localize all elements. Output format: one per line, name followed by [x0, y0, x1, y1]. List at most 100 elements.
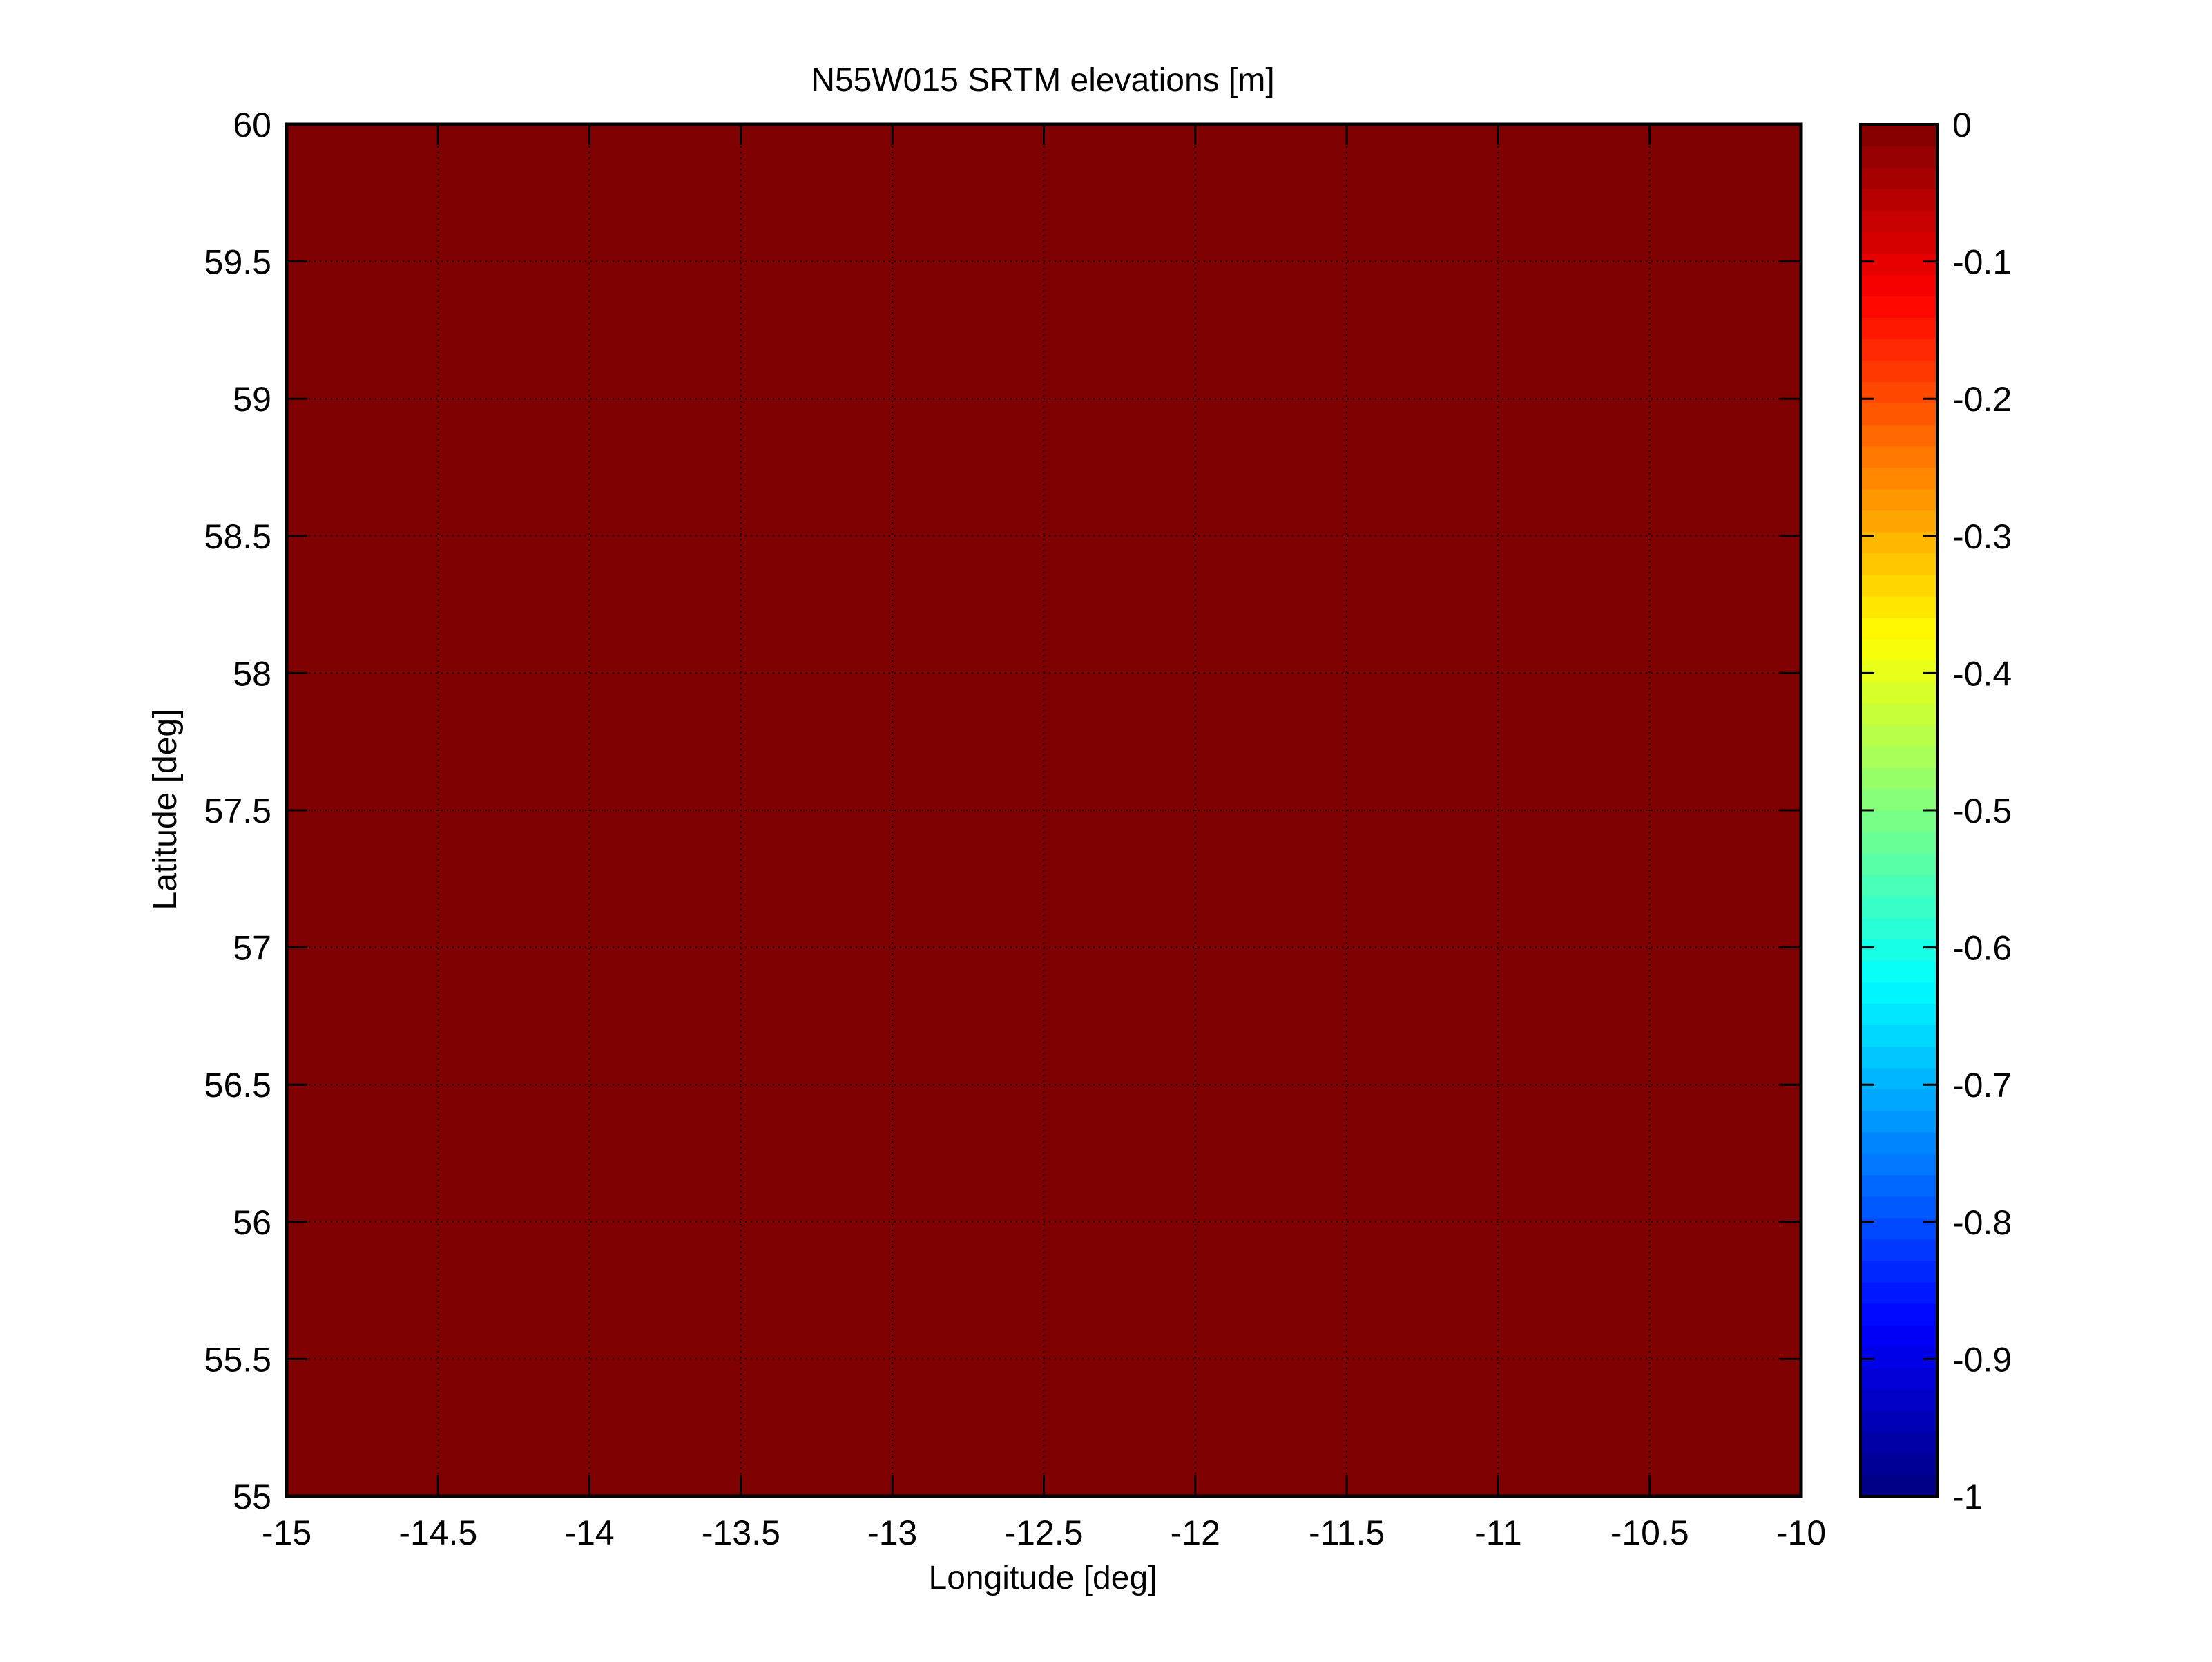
colorbar-level — [1860, 767, 1937, 790]
colorbar-level — [1860, 724, 1937, 747]
colorbar-tick-label: -1 — [1952, 1478, 1983, 1516]
colorbar-tick-label: -0.8 — [1952, 1203, 2012, 1242]
colorbar-frame — [1859, 123, 1939, 1498]
x-tick-label: -11 — [1474, 1513, 1522, 1552]
y-tick-label: 59.5 — [204, 243, 271, 282]
y-tick-label: 56.5 — [204, 1066, 271, 1105]
colorbar-level — [1860, 231, 1937, 254]
colorbar-level — [1860, 360, 1937, 383]
colorbar-level — [1860, 274, 1937, 297]
colorbar-level — [1860, 832, 1937, 854]
colorbar-level — [1860, 1324, 1937, 1347]
colorbar-level — [1860, 1303, 1937, 1326]
colorbar-level — [1860, 189, 1937, 211]
colorbar-tick-label: -0.3 — [1952, 517, 2012, 556]
colorbar-level — [1860, 1281, 1937, 1304]
x-tick-label: -12.5 — [1005, 1513, 1084, 1552]
colorbar-level — [1860, 1388, 1937, 1411]
x-tick-label: -10 — [1776, 1513, 1826, 1552]
colorbar-level — [1860, 424, 1937, 447]
colorbar-level — [1860, 1410, 1937, 1433]
colorbar-level — [1860, 982, 1937, 1004]
y-tick-label: 57.5 — [204, 792, 271, 830]
x-tick-label: -11.5 — [1309, 1513, 1385, 1552]
y-tick-label: 57 — [233, 929, 271, 968]
colorbar-level — [1860, 1260, 1937, 1283]
colorbar-level — [1860, 124, 1937, 146]
colorbar-level — [1860, 810, 1937, 832]
plot-area: -15 -14.5 -14 -13.5 -13 -12.5 -12 -11.5 -11 -10.5… — [204, 106, 1826, 1552]
colorbar-level — [1860, 1110, 1937, 1133]
colorbar-level — [1860, 595, 1937, 618]
colorbar-level — [1860, 338, 1937, 361]
colorbar-level — [1860, 510, 1937, 533]
colorbar-level — [1860, 1431, 1937, 1454]
colorbar-level — [1860, 1067, 1937, 1090]
colorbar-level — [1860, 960, 1937, 983]
colorbar-level — [1860, 403, 1937, 426]
colorbar-level — [1860, 467, 1937, 490]
colorbar-level — [1860, 210, 1937, 232]
colorbar-level — [1860, 167, 1937, 189]
colorbar-level — [1860, 939, 1937, 962]
y-tick-label: 55 — [233, 1478, 271, 1516]
colorbar: 0 -0.1 -0.2 -0.3 -0.4 -0.5 -0.6 -0.7 -0.8 -0.9 -1 — [1859, 106, 2012, 1516]
colorbar-tick-label: -0.4 — [1952, 654, 2012, 693]
colorbar-level — [1860, 381, 1937, 404]
colorbar-level — [1860, 296, 1937, 318]
colorbar-level — [1860, 1003, 1937, 1026]
y-tick-label: 59 — [233, 380, 271, 419]
colorbar-level — [1860, 1453, 1937, 1475]
x-tick-label: -10.5 — [1610, 1513, 1689, 1552]
colorbar-level — [1860, 1346, 1937, 1368]
colorbar-tick-label: 0 — [1952, 106, 1972, 144]
colorbar-tick-label: -0.7 — [1952, 1066, 2012, 1105]
colorbar-level — [1860, 1089, 1937, 1111]
colorbar-level — [1860, 660, 1937, 682]
colorbar-level — [1860, 1046, 1937, 1069]
x-tick-label: -14.5 — [398, 1513, 477, 1552]
colorbar-level — [1860, 1239, 1937, 1261]
colorbar-level — [1860, 1174, 1937, 1197]
colorbar-level — [1860, 146, 1937, 168]
colorbar-level — [1860, 253, 1937, 276]
y-tick-label: 55.5 — [204, 1340, 271, 1379]
colorbar-level — [1860, 1367, 1937, 1390]
colorbar-level — [1860, 875, 1937, 897]
colorbar-level — [1860, 574, 1937, 597]
colorbar-level — [1860, 617, 1937, 640]
colorbar-tick-label: -0.5 — [1952, 792, 2012, 830]
colorbar-level — [1860, 788, 1937, 811]
colorbar-level — [1860, 317, 1937, 340]
x-tick-label: -15 — [262, 1513, 311, 1552]
x-tick-label: -12 — [1171, 1513, 1220, 1552]
colorbar-tick-label: -0.2 — [1952, 380, 2012, 419]
chart-title: N55W015 SRTM elevations [m] — [811, 62, 1274, 99]
colorbar-level — [1860, 896, 1937, 918]
colorbar-level — [1860, 745, 1937, 768]
colorbar-level — [1860, 1131, 1937, 1154]
y-tick-label: 60 — [233, 106, 271, 144]
colorbar-level — [1860, 1196, 1937, 1219]
colorbar-level — [1860, 853, 1937, 875]
colorbar-level — [1860, 1474, 1937, 1497]
colorbar-tick-label: -0.6 — [1952, 929, 2012, 968]
colorbar-level — [1860, 681, 1937, 704]
y-axis-label: Latitude [deg] — [147, 709, 184, 910]
colorbar-level — [1860, 553, 1937, 575]
y-tick-label: 58 — [233, 654, 271, 693]
x-tick-label: -14 — [564, 1513, 614, 1552]
x-tick-label: -13.5 — [702, 1513, 780, 1552]
plot-frame — [285, 122, 1803, 1498]
y-tick-label: 58.5 — [204, 517, 271, 556]
colorbar-level — [1860, 1024, 1937, 1047]
colorbar-level — [1860, 488, 1937, 511]
y-tick-label: 56 — [233, 1203, 271, 1242]
x-tick-label: -13 — [867, 1513, 917, 1552]
colorbar-level — [1860, 1153, 1937, 1176]
colorbar-level — [1860, 446, 1937, 468]
colorbar-level — [1860, 703, 1937, 725]
colorbar-level — [1860, 917, 1937, 939]
colorbar-level — [1860, 638, 1937, 661]
